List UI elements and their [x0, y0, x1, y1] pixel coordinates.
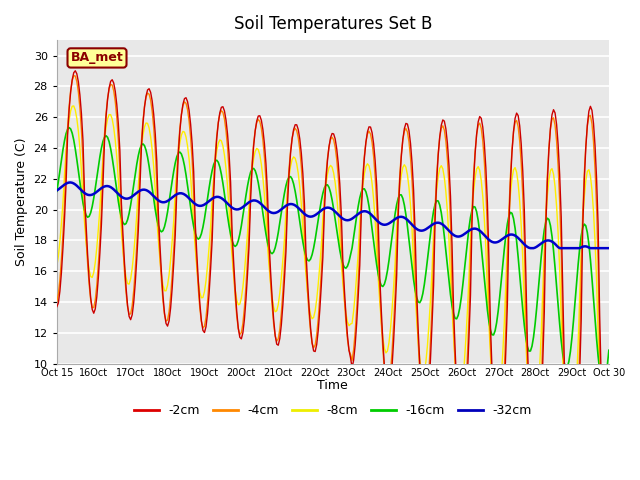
Title: Soil Temperatures Set B: Soil Temperatures Set B: [234, 15, 432, 33]
Legend: -2cm, -4cm, -8cm, -16cm, -32cm: -2cm, -4cm, -8cm, -16cm, -32cm: [129, 399, 537, 422]
Y-axis label: Soil Temperature (C): Soil Temperature (C): [15, 138, 28, 266]
Text: BA_met: BA_met: [70, 51, 124, 64]
X-axis label: Time: Time: [317, 379, 348, 392]
